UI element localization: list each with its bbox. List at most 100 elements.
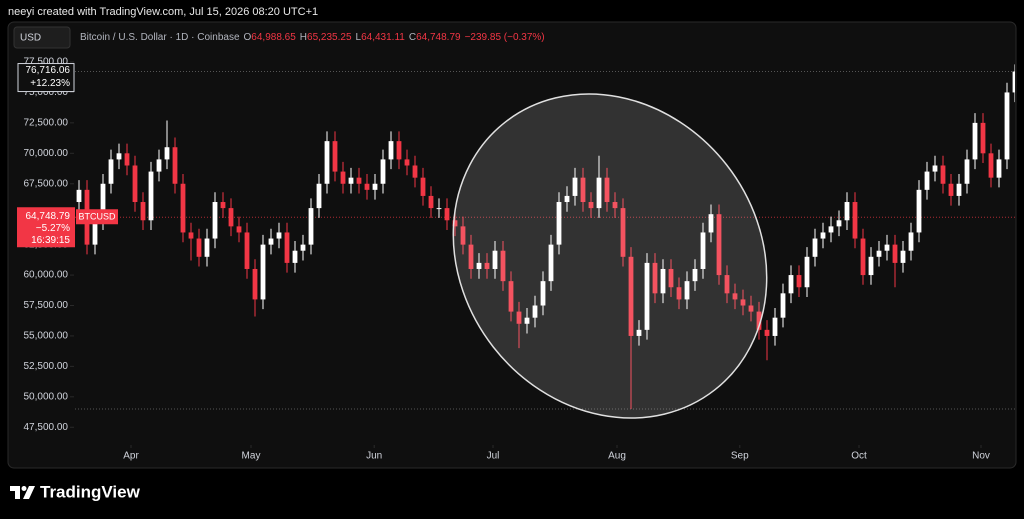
candle-body bbox=[860, 238, 866, 276]
y-tick-label: 60,000.00 bbox=[24, 270, 69, 281]
candle-body bbox=[636, 329, 642, 336]
candle-body bbox=[748, 305, 754, 312]
candle-body bbox=[804, 256, 810, 288]
candle-body bbox=[828, 226, 834, 233]
candle-body bbox=[692, 268, 698, 282]
currency-label[interactable]: USD bbox=[20, 33, 41, 44]
candle-body bbox=[228, 208, 234, 227]
chart-frame bbox=[7, 21, 1017, 469]
symbol-label: BTCUSD bbox=[78, 212, 116, 222]
x-tick-label: Oct bbox=[851, 451, 867, 462]
candle-body bbox=[924, 171, 930, 190]
candle-body bbox=[988, 153, 994, 178]
candle-body bbox=[220, 202, 226, 209]
candle-body bbox=[684, 281, 690, 300]
candle-body bbox=[108, 159, 114, 184]
candle-body bbox=[892, 244, 898, 263]
candle-body bbox=[852, 202, 858, 239]
candle-body bbox=[92, 220, 98, 245]
candle-body bbox=[420, 177, 426, 196]
candle-body bbox=[628, 256, 634, 336]
candle-body bbox=[380, 159, 386, 184]
candle-body bbox=[844, 202, 850, 221]
candle-body bbox=[548, 244, 554, 282]
candle-body bbox=[276, 232, 282, 239]
ohlc-legend: Bitcoin / U.S. Dollar · 1D · Coinbase O 64… bbox=[80, 32, 545, 43]
candle-body bbox=[524, 317, 530, 324]
logo-mark bbox=[10, 486, 20, 499]
candle-body bbox=[996, 159, 1002, 178]
candle-body bbox=[772, 317, 778, 336]
candle-body bbox=[332, 141, 338, 172]
candle-body bbox=[676, 287, 682, 300]
ohlc-key: O bbox=[244, 32, 252, 43]
candle-body bbox=[580, 177, 586, 203]
candle-body bbox=[140, 202, 146, 221]
candle-body bbox=[324, 141, 330, 184]
candle-body bbox=[660, 268, 666, 294]
candle-body bbox=[732, 293, 738, 300]
candle-body bbox=[188, 232, 194, 239]
candle-body bbox=[436, 208, 442, 210]
candle-body bbox=[884, 244, 890, 251]
highlight-ellipse bbox=[452, 93, 768, 419]
y-tick-label: 55,000.00 bbox=[24, 331, 69, 342]
price-change: −239.85 (−0.37%) bbox=[465, 32, 545, 43]
candle-body bbox=[116, 153, 122, 160]
candle-body bbox=[204, 238, 210, 257]
candle-body bbox=[788, 275, 794, 294]
candle-body bbox=[364, 183, 370, 190]
y-tick-label: 67,500.00 bbox=[24, 178, 69, 189]
candle-body bbox=[564, 195, 570, 203]
candle-body bbox=[916, 189, 922, 233]
plot-area bbox=[75, 64, 1015, 419]
candle-body bbox=[132, 165, 138, 203]
logo-mark bbox=[23, 486, 35, 499]
symbol-title: Bitcoin / U.S. Dollar · 1D · Coinbase bbox=[80, 32, 240, 43]
x-tick-label: Aug bbox=[608, 451, 626, 462]
ohlc-value: 65,235.25 bbox=[307, 32, 352, 43]
x-tick-label: May bbox=[242, 451, 261, 462]
candle-body bbox=[796, 275, 802, 288]
ohlc-value: 64,748.79 bbox=[416, 32, 461, 43]
last-price-countdown: 16:39:15 bbox=[31, 235, 70, 246]
candle-body bbox=[972, 122, 978, 160]
candle-body bbox=[708, 214, 714, 233]
candle-body bbox=[100, 183, 106, 221]
candle-body bbox=[292, 250, 298, 263]
candle-body bbox=[492, 250, 498, 269]
brand-name: TradingView bbox=[40, 482, 141, 501]
candle-body bbox=[308, 208, 314, 245]
candle-body bbox=[284, 232, 290, 263]
candle-body bbox=[428, 195, 434, 209]
candle-body bbox=[236, 226, 242, 233]
candle-body bbox=[820, 232, 826, 239]
axes: 47,500.00 50,000.00 52,500.00 55,000.00 57,5… bbox=[17, 57, 990, 462]
candle-body bbox=[620, 208, 626, 257]
logo-dot bbox=[21, 486, 27, 491]
candle-body bbox=[756, 311, 762, 330]
last-price-change: −5.27% bbox=[36, 223, 70, 234]
candle-body bbox=[500, 250, 506, 282]
candle-body bbox=[460, 226, 466, 245]
candle-body bbox=[964, 159, 970, 184]
y-tick-label: 57,500.00 bbox=[24, 300, 69, 311]
candle-body bbox=[652, 262, 658, 294]
candle-body bbox=[604, 177, 610, 203]
candle-body bbox=[812, 238, 818, 257]
x-tick-label: Sep bbox=[731, 451, 749, 462]
symbol-box bbox=[76, 209, 118, 225]
currency-button[interactable] bbox=[13, 26, 71, 49]
candle-body bbox=[172, 147, 178, 184]
candle-body bbox=[588, 202, 594, 209]
candle-body bbox=[316, 183, 322, 209]
candle-body bbox=[444, 208, 450, 221]
candle-body bbox=[556, 202, 562, 245]
candle-body bbox=[596, 177, 602, 209]
candle-body bbox=[532, 305, 538, 318]
candle-body bbox=[76, 189, 82, 203]
y-tick-label: 70,000.00 bbox=[24, 148, 69, 159]
x-tick-label: Jul bbox=[487, 451, 500, 462]
candle-body bbox=[700, 232, 706, 269]
candle-body bbox=[396, 141, 402, 160]
